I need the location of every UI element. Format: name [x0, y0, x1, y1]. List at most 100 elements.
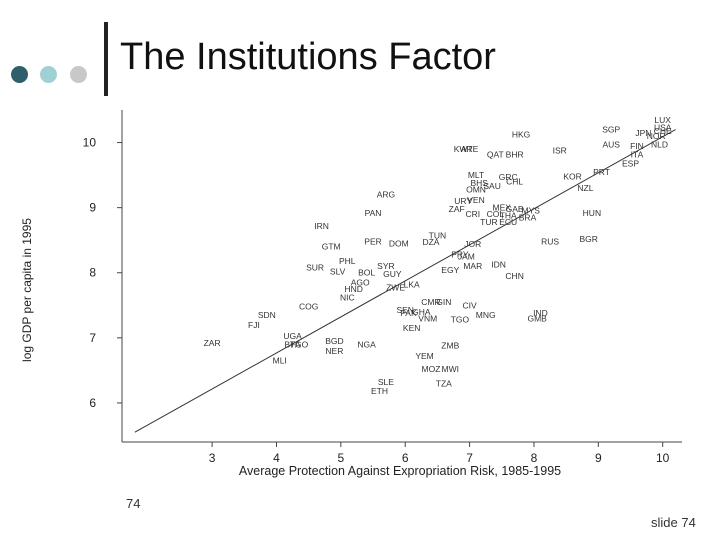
x-tick-label: 10	[656, 451, 670, 465]
data-point-label: PHL	[339, 256, 356, 266]
y-axis-label: log GDP per capita in 1995	[20, 218, 34, 362]
data-point-label: KWT	[454, 144, 473, 154]
chart-axes: 3 4 5 6 7 8 9 10 6 7 8 9 10	[83, 110, 682, 465]
data-point-label: ZAR	[204, 338, 221, 348]
data-point-label: GUY	[383, 269, 402, 279]
data-point-label: TGO	[451, 315, 470, 325]
data-point-label: JAM	[458, 251, 475, 261]
data-point-label: THA	[500, 210, 517, 220]
data-point-label: KOR	[563, 171, 581, 181]
data-point-label: MLI	[273, 356, 287, 366]
data-point-label: HKG	[512, 130, 530, 140]
data-point-label: IND	[533, 308, 548, 318]
data-point-label: CHL	[506, 177, 523, 187]
data-point-label: CHE	[654, 126, 672, 136]
data-point-label: BGD	[325, 336, 343, 346]
y-tick-label: 6	[89, 396, 96, 410]
data-point-label: ZWE	[386, 283, 405, 293]
data-point-label: NOR	[647, 131, 666, 141]
data-point-label: CMR	[421, 297, 440, 307]
data-point-label: BGR	[579, 234, 597, 244]
data-point-label: RUS	[541, 236, 559, 246]
y-tick-label: 7	[89, 331, 96, 345]
data-point-label: VEN	[467, 195, 484, 205]
data-point-label: URY	[454, 196, 472, 206]
x-tick-label: 3	[209, 451, 216, 465]
data-point-label: TZA	[436, 378, 452, 388]
data-point-label: PRT	[593, 167, 610, 177]
data-point-label: AUS	[602, 140, 620, 150]
data-point-label: YEM	[415, 351, 433, 361]
data-point-label: NZL	[577, 183, 593, 193]
data-point-label: MYS	[522, 205, 541, 215]
data-point-label: AGO	[351, 278, 370, 288]
data-point-label: IRN	[314, 221, 329, 231]
x-tick-label: 4	[273, 451, 280, 465]
data-point-label: PAN	[365, 208, 382, 218]
slide-number-right: slide 74	[651, 515, 696, 530]
data-point-label: BOL	[358, 268, 375, 278]
data-point-label: ARE	[461, 144, 479, 154]
data-point-label: ESP	[622, 158, 639, 168]
data-point-label: JPN	[635, 128, 651, 138]
data-point-label: GTM	[322, 242, 341, 252]
decor-dot-3	[70, 66, 87, 83]
data-point-label: ETH	[371, 386, 388, 396]
data-point-label: NGA	[357, 339, 376, 349]
y-tick-label: 9	[89, 201, 96, 215]
data-point-label: JOR	[464, 239, 481, 249]
data-point-label: MWI	[442, 364, 459, 374]
x-tick-label: 6	[402, 451, 409, 465]
data-point-label: SDN	[258, 310, 276, 320]
x-tick-label: 9	[595, 451, 602, 465]
x-axis-label: Average Protection Against Expropriation…	[239, 464, 561, 478]
data-point-label: COL	[487, 209, 505, 219]
data-point-label: COG	[299, 302, 318, 312]
data-point-label: ISR	[553, 145, 567, 155]
data-point-label: VNM	[418, 313, 437, 323]
fit-line-group	[134, 129, 676, 433]
data-point-label: TUR	[480, 217, 497, 227]
data-point-label: EGY	[441, 265, 459, 275]
data-point-label: BFA	[285, 339, 301, 349]
data-point-label: UGA	[283, 331, 302, 341]
data-point-label: TUN	[429, 231, 446, 241]
data-point-label: PAK	[400, 308, 417, 318]
data-point-label: TGO	[290, 339, 309, 349]
data-point-label: ZAF	[449, 204, 465, 214]
data-point-label: GRC	[499, 172, 518, 182]
data-point-label: DZA	[422, 237, 439, 247]
data-point-label: OMN	[466, 184, 486, 194]
data-point-label: SGP	[602, 125, 620, 135]
data-point-label: GIN	[436, 297, 451, 307]
data-point-label: CRI	[465, 209, 480, 219]
fit-line	[134, 129, 676, 433]
data-point-label: FIN	[630, 141, 644, 151]
data-point-label: MEX	[493, 203, 512, 213]
data-point-label: LUX	[654, 115, 671, 125]
data-point-label: SEN	[396, 305, 413, 315]
x-tick-label: 5	[338, 451, 345, 465]
data-point-label: PRY	[451, 250, 469, 260]
data-point-label: SAU	[483, 181, 500, 191]
title-divider	[104, 22, 108, 96]
data-point-label: NLD	[651, 140, 668, 150]
data-point-label: IDN	[491, 259, 506, 269]
y-tick-label: 8	[89, 266, 96, 280]
data-point-label: LKA	[404, 279, 420, 289]
data-point-label: SLE	[378, 377, 394, 387]
data-point-label: MLT	[468, 170, 484, 180]
data-point-label: MNG	[476, 310, 496, 320]
data-point-label: SUR	[306, 263, 324, 273]
slide-number-left: 74	[126, 496, 141, 511]
data-point-label: CHN	[505, 271, 523, 281]
page-title: The Institutions Factor	[120, 36, 496, 78]
x-tick-label: 7	[466, 451, 473, 465]
data-point-label: BHR	[506, 149, 524, 159]
data-point-label: BRA	[519, 212, 537, 222]
data-point-label: MOZ	[422, 364, 441, 374]
data-point-label: ITA	[631, 149, 644, 159]
data-point-label: GMB	[527, 313, 547, 323]
data-point-label: SYR	[377, 261, 394, 271]
